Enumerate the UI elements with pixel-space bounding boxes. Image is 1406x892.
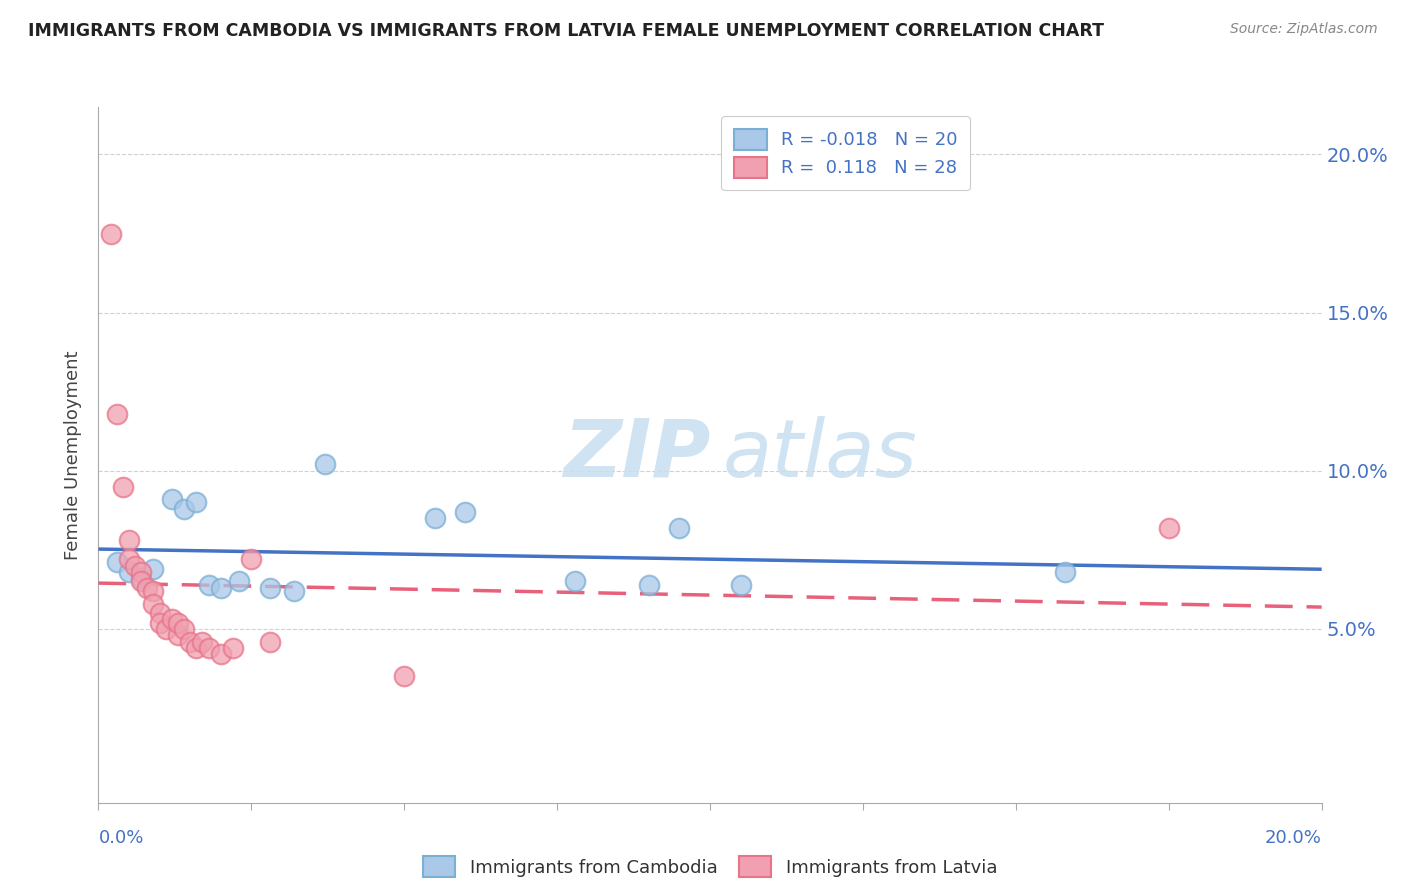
Point [136, 581, 159, 595]
Point [191, 634, 214, 648]
Point [283, 583, 305, 598]
Point [129, 565, 152, 579]
Point [149, 615, 172, 630]
Point [730, 577, 752, 591]
Point [173, 622, 195, 636]
Y-axis label: Female Unemployment: Female Unemployment [65, 351, 83, 559]
Point [259, 581, 281, 595]
Point [314, 458, 336, 472]
Point [222, 640, 245, 655]
Point [149, 606, 172, 620]
Text: 20.0%: 20.0% [1265, 829, 1322, 847]
Point [142, 597, 165, 611]
Point [259, 634, 281, 648]
Point [129, 574, 152, 589]
Legend: Immigrants from Cambodia, Immigrants from Latvia: Immigrants from Cambodia, Immigrants fro… [415, 849, 1005, 884]
Point [111, 479, 134, 493]
Point [637, 577, 661, 591]
Point [186, 640, 208, 655]
Point [179, 634, 201, 648]
Point [209, 581, 232, 595]
Point [100, 227, 122, 241]
Point [197, 577, 219, 591]
Point [105, 407, 128, 421]
Point [228, 574, 250, 589]
Text: atlas: atlas [723, 416, 917, 494]
Text: IMMIGRANTS FROM CAMBODIA VS IMMIGRANTS FROM LATVIA FEMALE UNEMPLOYMENT CORRELATI: IMMIGRANTS FROM CAMBODIA VS IMMIGRANTS F… [28, 22, 1104, 40]
Point [160, 612, 183, 626]
Point [423, 511, 446, 525]
Point [155, 622, 177, 636]
Point [1157, 521, 1180, 535]
Point [668, 521, 690, 535]
Point [167, 615, 190, 630]
Point [1053, 565, 1076, 579]
Point [197, 640, 219, 655]
Point [124, 558, 146, 573]
Point [240, 552, 263, 566]
Point [392, 669, 416, 683]
Point [167, 628, 190, 642]
Point [173, 501, 195, 516]
Point [118, 565, 141, 579]
Point [118, 533, 141, 548]
Point [186, 495, 208, 509]
Point [142, 583, 165, 598]
Point [129, 571, 152, 585]
Point [564, 574, 586, 589]
Point [209, 647, 232, 661]
Text: ZIP: ZIP [562, 416, 710, 494]
Text: Source: ZipAtlas.com: Source: ZipAtlas.com [1230, 22, 1378, 37]
Text: 0.0%: 0.0% [98, 829, 143, 847]
Point [454, 505, 477, 519]
Point [118, 552, 141, 566]
Point [142, 562, 165, 576]
Point [105, 556, 128, 570]
Point [160, 492, 183, 507]
